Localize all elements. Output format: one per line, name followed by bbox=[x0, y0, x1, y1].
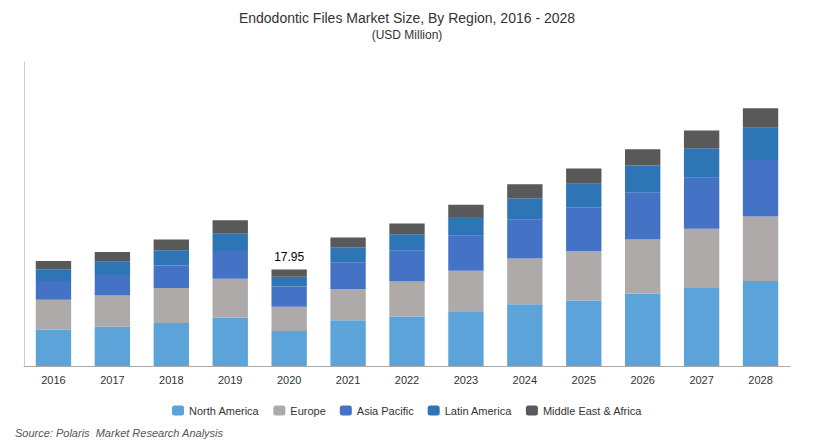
svg-text:Endodontic Files Market Size,: Endodontic Files Market Size, By Region,… bbox=[239, 10, 575, 26]
svg-text:2021: 2021 bbox=[336, 374, 360, 386]
svg-text:2028: 2028 bbox=[748, 374, 772, 386]
svg-text:2024: 2024 bbox=[513, 374, 537, 386]
svg-text:2019: 2019 bbox=[218, 374, 242, 386]
svg-text:(USD Million): (USD Million) bbox=[372, 28, 443, 42]
svg-text:2020: 2020 bbox=[277, 374, 301, 386]
svg-text:2016: 2016 bbox=[41, 374, 65, 386]
svg-text:2023: 2023 bbox=[454, 374, 478, 386]
svg-text:Europe: Europe bbox=[290, 405, 325, 417]
svg-text:Asia Pacific: Asia Pacific bbox=[357, 405, 414, 417]
svg-text:Middle East & Africa: Middle East & Africa bbox=[543, 405, 642, 417]
svg-text:Source: Polaris Market Resear: Source: Polaris Market Research Analysis bbox=[15, 427, 224, 439]
svg-text:2018: 2018 bbox=[159, 374, 183, 386]
svg-text:2017: 2017 bbox=[100, 374, 124, 386]
svg-text:Latin America: Latin America bbox=[445, 405, 513, 417]
svg-text:2026: 2026 bbox=[630, 374, 654, 386]
svg-text:17.95: 17.95 bbox=[274, 250, 304, 264]
svg-text:2022: 2022 bbox=[395, 374, 419, 386]
svg-text:2027: 2027 bbox=[689, 374, 713, 386]
svg-text:North America: North America bbox=[189, 405, 260, 417]
svg-text:2025: 2025 bbox=[572, 374, 596, 386]
